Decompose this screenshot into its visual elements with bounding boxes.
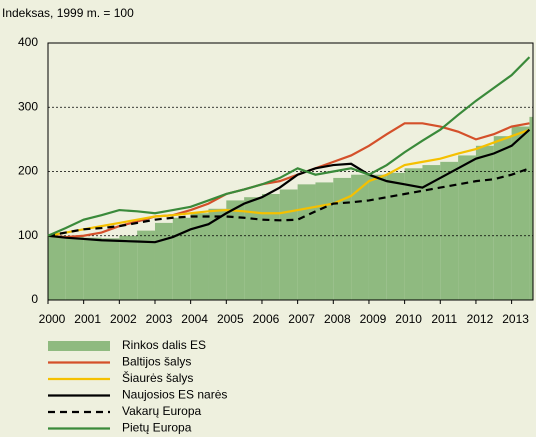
bar xyxy=(404,168,423,300)
y-tick-label: 200 xyxy=(18,164,38,178)
bar xyxy=(101,238,120,300)
bar xyxy=(529,116,533,300)
axis-label: Indeksas, 1999 m. = 100 xyxy=(2,6,134,20)
bar xyxy=(244,197,262,300)
x-tick-label: 2006 xyxy=(253,312,280,326)
y-tick-label: 300 xyxy=(18,99,38,113)
x-tick-label: 2003 xyxy=(146,312,173,326)
x-tick-label: 2008 xyxy=(324,312,351,326)
bar xyxy=(475,145,494,300)
legend-label: Naujosios ES narės xyxy=(122,388,227,402)
bar xyxy=(511,126,530,301)
bar xyxy=(226,200,245,300)
x-tick-label: 2004 xyxy=(181,312,208,326)
x-tick-label: 2012 xyxy=(467,312,494,326)
bar xyxy=(83,237,102,300)
bar xyxy=(458,155,476,300)
x-tick-label: 2007 xyxy=(288,312,315,326)
legend-label: Vakarų Europa xyxy=(122,404,201,418)
legend-label: Šiaurės šalys xyxy=(122,370,193,385)
y-tick-label: 0 xyxy=(31,292,38,306)
line xyxy=(47,128,531,244)
x-tick-label: 2011 xyxy=(431,312,457,326)
bar xyxy=(137,230,155,300)
legend-label: Rinkos dalis ES xyxy=(122,338,206,352)
x-tick-label: 2013 xyxy=(502,312,529,326)
bar xyxy=(172,217,191,300)
y-tick-label: 400 xyxy=(18,35,38,49)
legend-swatch xyxy=(48,341,110,351)
bar xyxy=(208,208,227,300)
bar xyxy=(493,136,512,300)
line xyxy=(47,167,530,237)
line xyxy=(47,56,531,237)
line xyxy=(47,128,530,237)
x-tick-label: 2002 xyxy=(110,312,137,326)
bar xyxy=(422,165,441,300)
y-tick-label: 100 xyxy=(18,228,38,242)
bar xyxy=(48,235,66,300)
bar xyxy=(440,161,459,300)
bar xyxy=(386,172,405,300)
line xyxy=(47,122,530,239)
x-tick-label: 2009 xyxy=(360,312,387,326)
x-tick-label: 2010 xyxy=(395,312,422,326)
bar xyxy=(279,189,298,300)
bar xyxy=(154,222,173,300)
x-tick-label: 2001 xyxy=(74,312,101,326)
legend-label: Baltijos šalys xyxy=(122,355,191,369)
bar xyxy=(119,235,138,300)
legend-label: Pietų Europa xyxy=(122,421,192,435)
bar xyxy=(297,184,316,300)
bar xyxy=(190,213,209,300)
x-tick-label: 2000 xyxy=(39,312,66,326)
plot-frame xyxy=(47,42,534,301)
bar xyxy=(368,174,387,300)
bar xyxy=(65,237,84,300)
bar xyxy=(315,182,334,300)
x-tick-label: 2005 xyxy=(217,312,244,326)
bar xyxy=(351,174,369,300)
bar xyxy=(261,193,280,300)
bar xyxy=(333,177,352,300)
